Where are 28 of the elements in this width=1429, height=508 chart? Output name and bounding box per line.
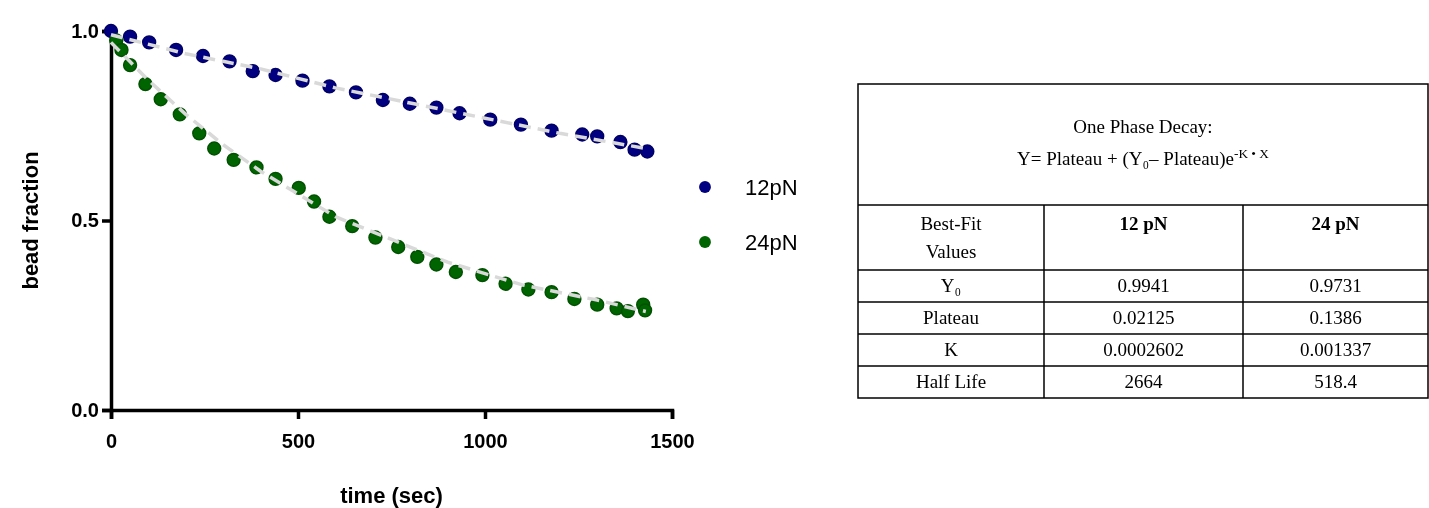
text: 0.9731 [1309,275,1362,296]
text: 0.02125 [1112,307,1175,328]
x-tick-label: 0 [105,430,118,452]
y-tick-label: 0.5 [71,209,99,232]
category-label: Best-Fit Values [920,213,983,262]
x-tick-label: 1500 [650,430,695,452]
text: 2664 [1124,371,1163,392]
y-tick-label: 0.0 [71,398,99,421]
text: Y= Plateau + (Y₀– Plateau)e$^{-K • X}$ [1017,145,1270,170]
category-label: Half Life [915,371,987,392]
text: 0.0002602 [1103,339,1184,360]
text: 0.1386 [1309,307,1362,328]
category-label: Plateau [923,307,979,328]
y-tick-label: 1.0 [71,19,99,42]
category-label: 24 pN [1311,213,1360,234]
category-label: K [944,339,958,360]
text: 0.001337 [1299,339,1372,360]
y-axis-title: bead fraction [18,151,43,290]
text: 0.9941 [1117,275,1170,296]
text: One Phase Decay: [1073,116,1213,137]
text: 518.4 [1314,371,1357,392]
x-tick-label: 500 [281,430,316,452]
legend-label: 24pN [745,230,798,255]
category-label: Y₀ [940,275,962,296]
x-axis-title: time (sec) [340,483,443,508]
x-tick-label: 1000 [463,430,508,452]
category-label: 12 pN [1119,213,1168,234]
legend-label: 12pN [745,175,798,200]
